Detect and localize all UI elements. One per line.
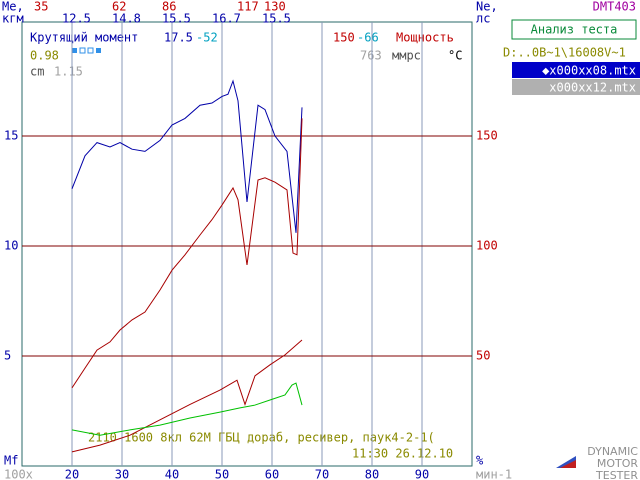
- y2-tick-label: 50: [476, 349, 490, 363]
- x-multiplier: 100x: [4, 468, 33, 480]
- pressure-unit: ммрс: [392, 49, 421, 63]
- product: DMT403: [593, 0, 636, 14]
- series-line: [71, 79, 303, 233]
- x-tick-label: 50: [215, 468, 229, 480]
- mf-label: Mf: [4, 454, 18, 468]
- x-tick-label: 80: [365, 468, 379, 480]
- ne-unit: лс: [476, 12, 490, 26]
- coef: 0.98: [30, 49, 59, 63]
- ne-label: Ne,: [476, 0, 498, 14]
- series-line: [71, 382, 303, 436]
- plot-frame: [21, 21, 473, 467]
- temp-unit: °C: [448, 49, 462, 63]
- power-max: 150: [333, 31, 355, 45]
- header-torque: 15.5: [262, 12, 291, 26]
- x-tick-label: 40: [165, 468, 179, 480]
- series-line: [71, 118, 303, 389]
- header-torque: 12.5: [62, 12, 91, 26]
- file-item[interactable]: [512, 79, 640, 95]
- power-rpm: -66: [357, 31, 379, 45]
- timestamp: 11:30 26.12.10: [352, 447, 453, 461]
- path: D:..0B~1\16008V~1: [503, 46, 626, 60]
- header-power: 117: [237, 0, 259, 14]
- series-line: [71, 339, 303, 453]
- file-name[interactable]: ◆x000xx08.mtx: [542, 64, 636, 78]
- logo-mark: [560, 460, 576, 468]
- y-tick-label: 15: [4, 129, 18, 143]
- note: 2110 1600 8кл 62М ГБЦ дораб, ресивер, па…: [88, 431, 435, 445]
- me-unit: кгм: [2, 12, 24, 26]
- y2-tick-label: 150: [476, 129, 498, 143]
- y-tick-label: 10: [4, 239, 18, 253]
- torque-title: Крутящий момент: [30, 31, 138, 45]
- header-power: 62: [112, 0, 126, 14]
- logo-text: MOTOR: [597, 457, 639, 470]
- cm-label: cm: [30, 65, 44, 79]
- logo-text: DYNAMIC: [587, 445, 638, 458]
- file-selected[interactable]: [512, 62, 640, 78]
- button-frame[interactable]: [511, 19, 637, 40]
- file-name[interactable]: x000xx12.mtx: [549, 81, 636, 95]
- torque-max: 17.5: [164, 31, 193, 45]
- y-tick-label: 5: [4, 349, 11, 363]
- header-torque: 14.8: [112, 12, 141, 26]
- x-tick-label: 30: [115, 468, 129, 480]
- pct-label: %: [476, 454, 484, 468]
- x-tick-label: 70: [315, 468, 329, 480]
- x-tick-label: 20: [65, 468, 79, 480]
- x-unit: мин-1: [476, 468, 512, 480]
- logo-text: TESTER: [595, 469, 638, 480]
- torque-rpm: -52: [196, 31, 218, 45]
- header-power: 86: [162, 0, 176, 14]
- y2-tick-label: 100: [476, 239, 498, 253]
- indicator: [96, 48, 101, 53]
- button-label[interactable]: Анализ теста: [531, 23, 618, 37]
- header-power: 130: [264, 0, 286, 14]
- x-tick-label: 90: [415, 468, 429, 480]
- indicator: [72, 48, 77, 53]
- x-tick-label: 60: [265, 468, 279, 480]
- pressure: 763: [360, 49, 382, 63]
- coef: 1.15: [54, 65, 83, 79]
- header-power: 35: [34, 0, 48, 14]
- me-label: Me,: [2, 0, 24, 14]
- header-torque: 15.5: [162, 12, 191, 26]
- indicator: [79, 47, 86, 54]
- indicator: [87, 47, 94, 54]
- header-torque: 16.7: [212, 12, 241, 26]
- power-title: Мощность: [396, 31, 454, 45]
